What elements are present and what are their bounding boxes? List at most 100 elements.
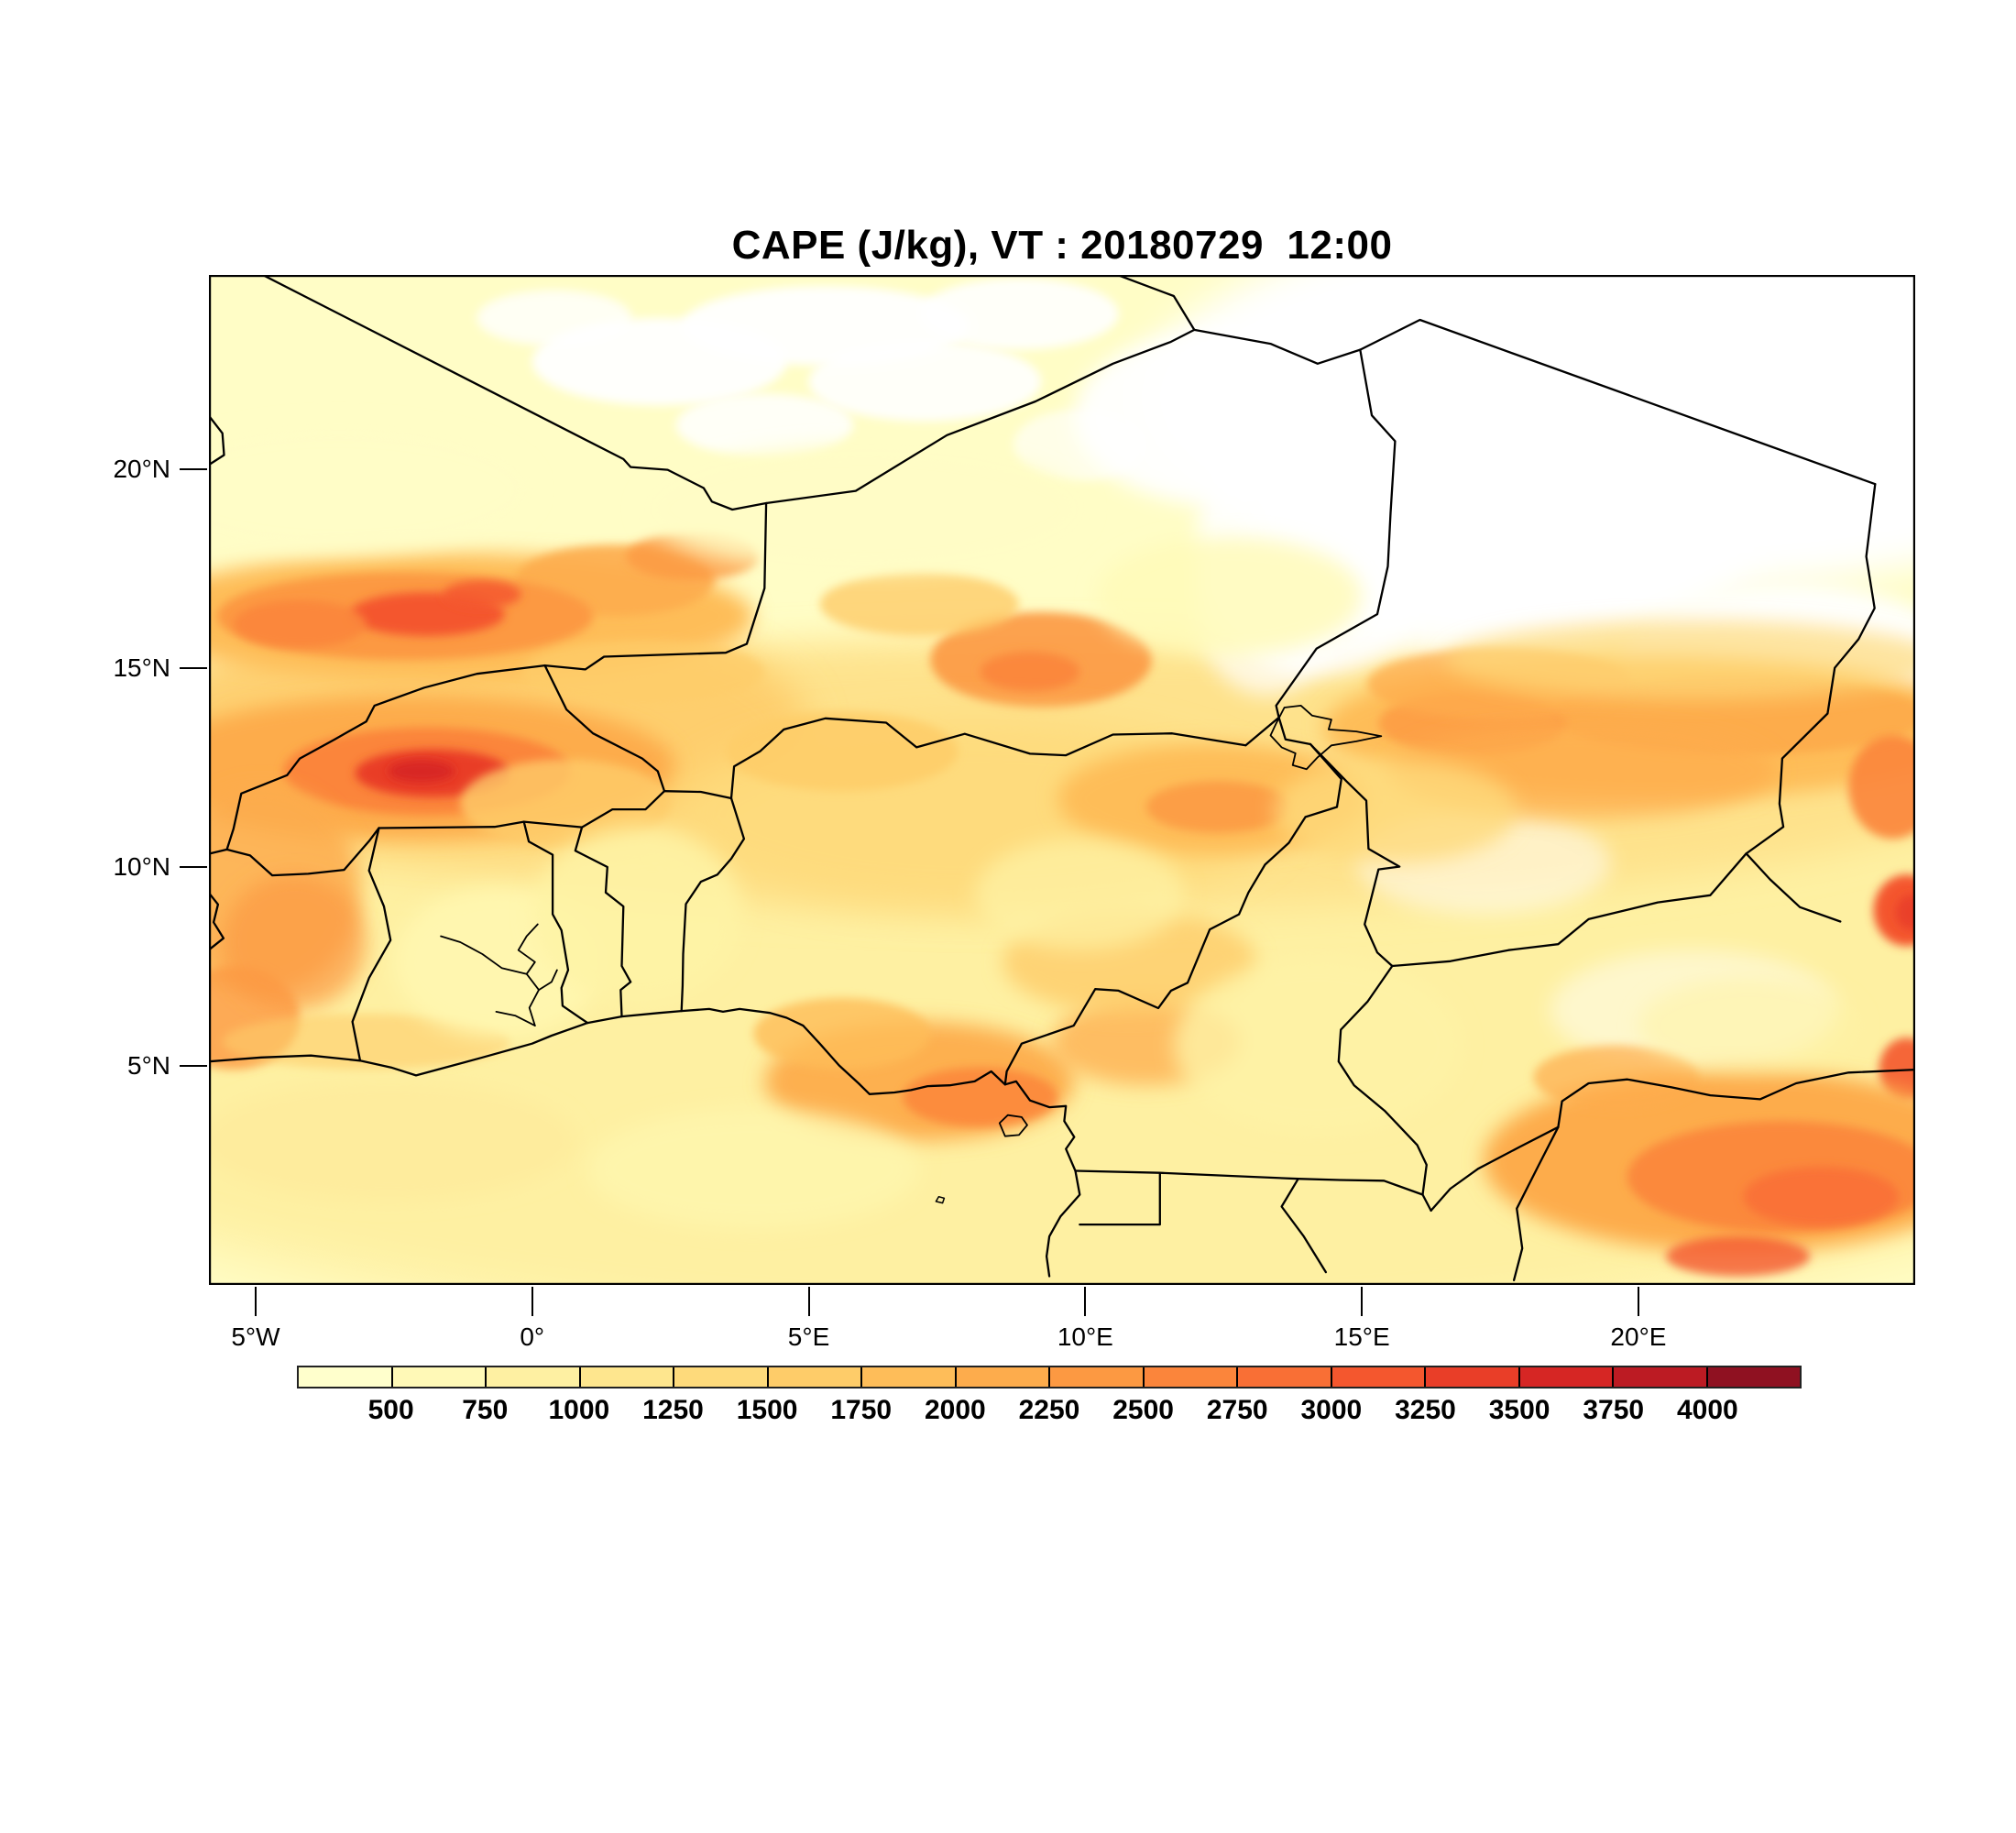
colorbar-segment bbox=[487, 1367, 581, 1387]
cape-field-blob bbox=[808, 341, 1042, 422]
cape-field-blob bbox=[388, 760, 455, 783]
niger-libya-border bbox=[1193, 328, 1362, 365]
cape-field-blob bbox=[726, 711, 959, 792]
niger-chad-border bbox=[1275, 348, 1397, 719]
ghana-togo-border bbox=[522, 820, 589, 1025]
colorbar-tick-label: 3000 bbox=[1300, 1395, 1363, 1425]
map-canvas bbox=[209, 275, 1915, 1285]
cape-field-blob bbox=[460, 759, 671, 847]
colorbar-tick-label: 2000 bbox=[925, 1395, 986, 1425]
lon-tick-label: 15°E bbox=[1333, 1323, 1390, 1351]
lon-tick bbox=[531, 1287, 533, 1316]
cape-field-blob bbox=[1895, 895, 1915, 930]
lon-tick bbox=[807, 1287, 810, 1316]
map-frame bbox=[209, 275, 1915, 1285]
mali-burkina-border bbox=[225, 664, 546, 851]
colorbar bbox=[297, 1366, 1802, 1388]
cape-field-blob bbox=[209, 425, 532, 553]
cape-field-blob bbox=[919, 278, 1119, 350]
lat-tick bbox=[180, 865, 207, 868]
cape-field-blob bbox=[903, 1067, 1058, 1127]
cape-field-blob bbox=[675, 393, 853, 457]
cameroon-car-border bbox=[1337, 964, 1432, 1213]
cape-field-blob bbox=[1174, 958, 1462, 1134]
lon-tick-label: 5°E bbox=[787, 1323, 830, 1351]
mali-west-border bbox=[209, 848, 228, 855]
colorbar-tick-label: 2750 bbox=[1206, 1395, 1268, 1425]
chad-car-border bbox=[1391, 852, 1748, 968]
lat-tick-label: 15°N bbox=[113, 653, 170, 682]
colorbar-tick-label: 2250 bbox=[1018, 1395, 1080, 1425]
colorbar-tick-label: 500 bbox=[367, 1395, 414, 1425]
colorbar-segment bbox=[1519, 1367, 1614, 1387]
algeria-mali-border bbox=[260, 275, 768, 511]
lat-tick-label: 5°N bbox=[127, 1050, 170, 1080]
lon-tick bbox=[254, 1287, 257, 1316]
colorbar-segment bbox=[1144, 1367, 1238, 1387]
colorbar-segment bbox=[1614, 1367, 1708, 1387]
colorbar-segment bbox=[1426, 1367, 1520, 1387]
burkina-niger-border bbox=[543, 664, 666, 793]
cape-field-blob bbox=[1638, 978, 1860, 1074]
west-edge-border bbox=[209, 891, 225, 951]
colorbar-tick-label: 3250 bbox=[1395, 1395, 1456, 1425]
colorbar-tick-label: 1250 bbox=[642, 1395, 704, 1425]
coastline bbox=[209, 1007, 1081, 1278]
cape-field-blob bbox=[1145, 781, 1290, 833]
colorbar-segment bbox=[956, 1367, 1050, 1387]
lon-tick-label: 20°E bbox=[1610, 1323, 1667, 1351]
colorbar-segment bbox=[392, 1367, 487, 1387]
cape-field-blob bbox=[1273, 759, 1517, 863]
burkina-cotedivoire-border bbox=[225, 827, 380, 877]
cape-field-blob bbox=[209, 1081, 576, 1201]
lake-volta-south-arm bbox=[495, 1011, 536, 1026]
lon-tick bbox=[1084, 1287, 1087, 1316]
car-congo-border bbox=[1430, 1069, 1915, 1213]
cape-field-blob bbox=[477, 290, 632, 346]
colorbar-tick-label: 4000 bbox=[1677, 1395, 1738, 1425]
lon-tick-label: 0° bbox=[520, 1323, 545, 1351]
lon-tick bbox=[1361, 1287, 1364, 1316]
lon-tick-label: 5°W bbox=[231, 1323, 280, 1351]
algeria-niger-border bbox=[764, 328, 1196, 505]
colorbar-segment bbox=[674, 1367, 769, 1387]
colorbar-segment bbox=[1331, 1367, 1426, 1387]
libya-chad-border bbox=[1359, 318, 1877, 486]
colorbar-segment bbox=[299, 1367, 393, 1387]
bioko-island bbox=[998, 1114, 1028, 1137]
algeria-libya-border bbox=[1114, 275, 1196, 332]
figure-title: CAPE (J/kg), VT : 20180729 12:00 bbox=[731, 223, 1393, 268]
cape-field-blob bbox=[1848, 735, 1915, 840]
lat-tick bbox=[180, 1064, 207, 1067]
cape-field-blob bbox=[531, 827, 743, 1002]
lat-tick bbox=[180, 467, 207, 470]
colorbar-segment bbox=[1238, 1367, 1332, 1387]
chad-sudan-border bbox=[1745, 483, 1877, 923]
gabon-congo-border bbox=[1280, 1178, 1328, 1274]
nigeria-cameroon-border bbox=[1003, 716, 1342, 1086]
benin-nigeria-border bbox=[680, 796, 746, 1013]
cape-field-blob bbox=[520, 640, 765, 704]
colorbar-tick-label: 1750 bbox=[830, 1395, 893, 1425]
lat-tick bbox=[180, 666, 207, 669]
principe-island bbox=[935, 1195, 946, 1204]
mali-niger-border bbox=[543, 501, 768, 671]
colorbar-tick-label: 3750 bbox=[1583, 1395, 1645, 1425]
lake-volta-east-arm bbox=[538, 969, 558, 991]
congo-drc-border bbox=[1512, 1125, 1560, 1281]
colorbar-tick-label: 750 bbox=[462, 1395, 509, 1425]
cape-field-blob bbox=[1096, 536, 1363, 656]
colorbar-segment bbox=[580, 1367, 674, 1387]
cape-field-blob bbox=[587, 1109, 920, 1229]
colorbar-segment bbox=[1707, 1367, 1800, 1387]
niger-nigeria-border bbox=[663, 716, 1280, 800]
cape-field-blob bbox=[233, 599, 367, 648]
cape-field-blob bbox=[753, 997, 931, 1070]
lon-tick bbox=[1637, 1287, 1639, 1316]
colorbar-segment bbox=[1050, 1367, 1145, 1387]
cape-field-blob bbox=[1666, 1236, 1811, 1277]
cape-field-blob bbox=[444, 580, 521, 609]
chad-cameroon-border bbox=[1309, 742, 1401, 968]
colorbar-tick-label: 1000 bbox=[548, 1395, 610, 1425]
